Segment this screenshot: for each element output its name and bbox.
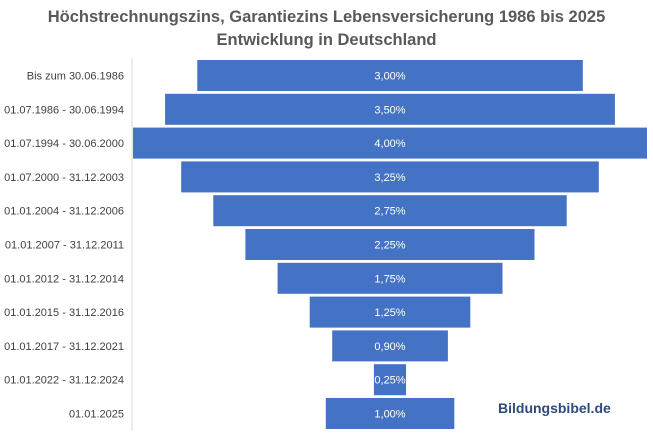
data-label: 3,00% [374,71,405,83]
data-label: 2,75% [374,206,405,218]
category-tick-label: 01.07.1986 - 30.06.1994 [4,104,124,116]
chart-title-line-2: Entwicklung in Deutschland [216,31,437,49]
category-tick-label: 01.01.2007 - 31.12.2011 [5,240,124,252]
data-label: 1,75% [374,273,405,285]
watermark-text: Bildungsbibel.de [498,400,611,416]
category-tick-label: 01.07.1994 - 30.06.2000 [4,138,124,150]
bar [197,60,583,91]
data-label: 0,25% [374,375,405,387]
category-tick-label: 01.07.2000 - 31.12.2003 [4,172,124,184]
data-label: 3,50% [374,104,405,116]
chart-title: Höchstrechnungszins, Garantiezins Lebens… [0,6,653,52]
data-label: 3,25% [374,172,405,184]
data-label: 1,00% [374,409,405,421]
bar [165,93,615,125]
bar [325,398,455,429]
chart-title-line-1: Höchstrechnungszins, Garantiezins Lebens… [47,8,606,26]
category-tick-label: 01.01.2025 [69,409,124,421]
data-label: 4,00% [374,138,405,150]
data-label: 1,25% [374,307,405,319]
bar [133,127,647,159]
category-tick-label: 01.01.2012 - 31.12.2014 [4,273,124,285]
category-tick-label: 01.01.2015 - 31.12.2016 [4,307,124,319]
bar [332,330,448,362]
bar [277,262,503,294]
category-tick-label: 01.01.2004 - 31.12.2006 [4,206,124,218]
bar [213,195,567,227]
data-label: 2,25% [374,240,405,252]
bar [181,161,599,193]
bar [373,364,406,396]
bar [309,296,471,328]
category-tick-label: Bis zum 30.06.1986 [27,71,124,83]
bar [245,229,535,260]
category-tick-label: 01.01.2022 - 31.12.2024 [4,375,124,387]
data-label: 0,90% [374,341,405,353]
category-tick-label: 01.01.2017 - 31.12.2021 [4,341,124,353]
